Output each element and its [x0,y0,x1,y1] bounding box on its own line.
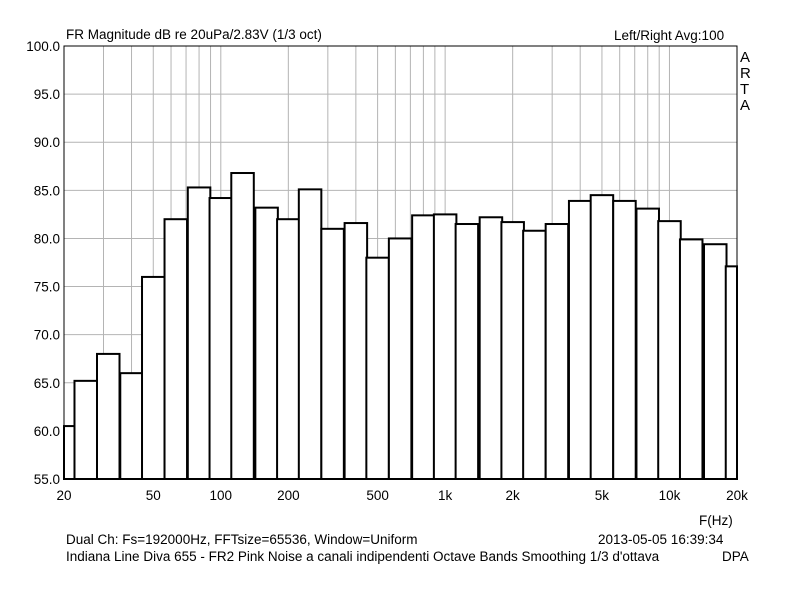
x-tick-label: 20 [56,488,71,503]
response-bar [411,214,436,480]
response-bar [678,238,704,480]
y-tick-label: 70.0 [34,328,60,343]
chart-title: FR Magnitude dB re 20uPa/2.83V (1/3 oct) [66,27,322,42]
x-tick-label: 500 [366,488,389,503]
response-bar [141,275,166,480]
x-tick-label: 200 [277,488,300,503]
measurement-description: Indiana Line Diva 655 - FR2 Pink Noise a… [66,549,660,564]
channel-average-label: Left/Right Avg:100 [614,28,725,43]
x-axis-label: F(Hz) [699,513,733,528]
y-tick-label: 80.0 [34,231,60,246]
x-tick-label: 10k [659,488,681,503]
response-bar [724,265,738,480]
x-tick-label: 20k [726,488,748,503]
response-bar [119,372,144,480]
y-tick-label: 55.0 [34,472,60,487]
response-bar [343,222,369,480]
response-bar [432,213,458,480]
response-bar [478,216,504,481]
response-bar [522,229,547,480]
x-tick-label: 5k [595,488,610,503]
plot-area-frame [63,45,738,480]
arta-logo-letter: A [740,97,751,114]
measurement-timestamp: 2013-05-05 16:39:34 [598,532,724,547]
y-tick-label: 85.0 [34,183,60,198]
y-tick-label: 100.0 [26,39,60,54]
y-tick-label: 90.0 [34,135,60,150]
response-bar [387,237,413,480]
response-bar [73,379,98,480]
y-tick-label: 60.0 [34,424,60,439]
response-bar [612,199,637,480]
response-bar [657,220,682,480]
response-bar [567,199,593,480]
x-tick-label: 100 [210,488,233,503]
x-tick-label: 1k [438,488,453,503]
arta-logo-letter: T [740,81,750,98]
response-bar [163,218,189,480]
response-bar [254,206,279,481]
response-bar [703,243,728,480]
response-bar [297,188,323,480]
response-bar [635,207,660,480]
response-bar [208,197,234,481]
response-bar [186,186,212,481]
response-bar [276,218,301,480]
x-tick-label: 50 [146,488,161,503]
y-tick-label: 65.0 [34,376,60,391]
y-tick-label: 95.0 [34,87,60,102]
arta-logo-letter: R [740,65,751,82]
response-bar [96,352,121,480]
measurement-info: Dual Ch: Fs=192000Hz, FFTsize=65536, Win… [66,532,418,547]
response-bar [230,172,255,480]
y-tick-label: 75.0 [34,280,60,295]
response-bar [544,223,570,480]
response-bar [589,194,615,480]
response-bar [320,227,345,480]
measurement-tag: DPA [722,549,749,564]
arta-logo-letter: A [740,49,751,66]
response-bar [454,223,480,480]
response-bar [365,256,390,481]
response-bar [500,221,525,480]
x-tick-label: 2k [506,488,521,503]
